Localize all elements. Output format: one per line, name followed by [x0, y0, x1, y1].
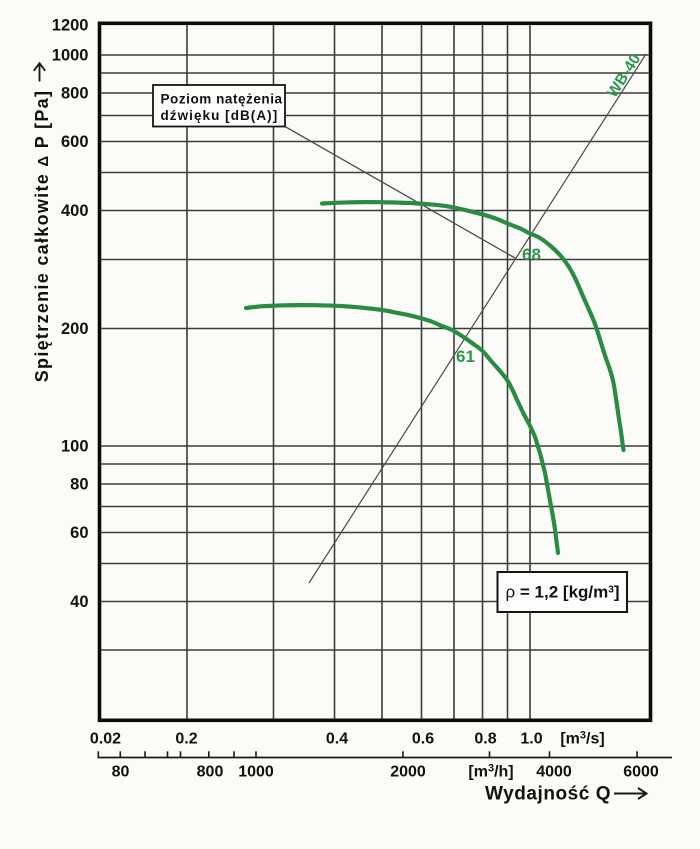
svg-text:Spiętrzenie całkowite Δ P [Pa]: Spiętrzenie całkowite Δ P [Pa] [32, 90, 52, 383]
svg-text:1200: 1200 [52, 17, 89, 35]
svg-text:80: 80 [112, 764, 130, 781]
svg-text:Wydajność Q: Wydajność Q [485, 784, 611, 805]
svg-text:0.6: 0.6 [412, 731, 434, 748]
svg-text:800: 800 [197, 764, 224, 781]
svg-text:[m3/h]: [m3/h] [468, 763, 513, 781]
svg-text:0.2: 0.2 [175, 731, 197, 748]
svg-text:600: 600 [61, 133, 89, 151]
svg-text:1000: 1000 [52, 47, 89, 65]
svg-text:40: 40 [70, 593, 88, 611]
svg-text:60: 60 [70, 524, 88, 542]
svg-text:400: 400 [61, 202, 89, 220]
svg-text:100: 100 [61, 438, 89, 456]
svg-text:800: 800 [61, 85, 89, 103]
svg-text:ρ = 1,2 [kg/m3]: ρ = 1,2 [kg/m3] [506, 582, 620, 601]
svg-text:Poziom natężenia: Poziom natężenia [161, 91, 283, 106]
svg-text:80: 80 [70, 476, 88, 494]
svg-text:[m3/s]: [m3/s] [560, 730, 604, 748]
svg-text:0.8: 0.8 [474, 731, 496, 748]
svg-text:61: 61 [456, 347, 475, 366]
svg-text:6000: 6000 [623, 764, 659, 781]
svg-text:0.4: 0.4 [326, 731, 348, 748]
svg-text:1.0: 1.0 [520, 731, 542, 748]
svg-text:4000: 4000 [536, 764, 572, 781]
svg-text:200: 200 [61, 320, 89, 338]
svg-text:dźwięku [dB(A)]: dźwięku [dB(A)] [161, 108, 279, 123]
svg-text:1000: 1000 [238, 764, 274, 781]
svg-text:68: 68 [522, 245, 541, 264]
svg-text:0.02: 0.02 [90, 731, 121, 748]
svg-text:2000: 2000 [390, 764, 426, 781]
